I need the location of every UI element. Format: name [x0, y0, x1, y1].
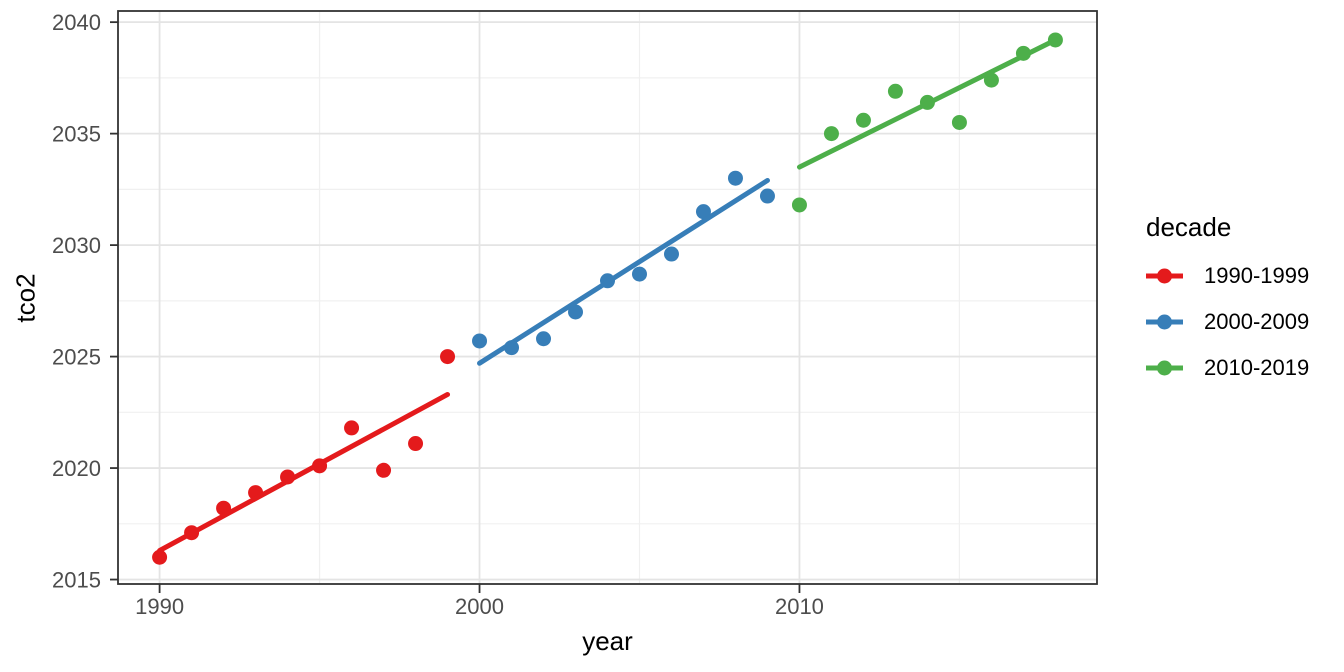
data-point: [344, 420, 360, 436]
y-axis-tick-label: 2025: [52, 345, 101, 370]
legend-label: 1990-1999: [1204, 263, 1310, 288]
data-point: [663, 246, 679, 262]
legend-item-2010-2019: 2010-2019: [1146, 355, 1310, 380]
x-axis-tick-label: 2000: [455, 594, 504, 619]
data-point: [727, 170, 743, 186]
data-point: [408, 436, 424, 452]
y-axis-title: tco2: [10, 273, 41, 323]
legend-key-line-dot-icon: [1146, 360, 1183, 376]
trend-line: [477, 177, 770, 366]
data-point: [823, 126, 839, 142]
y-axis-tick-label: 2030: [52, 233, 101, 258]
data-point: [440, 349, 456, 365]
legend: decade 1990-1999 2000-2009 2010-2019: [1146, 212, 1309, 403]
y-axis-tick-label: 2020: [52, 456, 101, 481]
data-point: [791, 197, 807, 213]
x-axis-tick-label: 2010: [775, 594, 824, 619]
legend-key-line-dot-icon: [1146, 268, 1183, 284]
y-axis-tick-label: 2015: [52, 568, 101, 593]
y-axis-tick-label: 2035: [52, 122, 101, 147]
data-point: [536, 331, 552, 347]
data-point: [152, 549, 168, 565]
y-axis-tick-label: 2040: [52, 10, 101, 35]
data-point: [887, 83, 903, 99]
trend-line: [796, 37, 1058, 170]
x-axis-tick-label: 1990: [135, 594, 184, 619]
data-point: [855, 112, 871, 128]
plot-panel: [118, 11, 1097, 584]
data-point: [472, 333, 488, 349]
legend-item-1990-1999: 1990-1999: [1146, 263, 1310, 288]
legend-title: decade: [1146, 212, 1232, 242]
data-point: [759, 188, 775, 204]
trend-line: [157, 391, 451, 554]
legend-label: 2010-2019: [1204, 355, 1310, 380]
data-point: [695, 204, 711, 220]
legend-label: 2000-2009: [1204, 309, 1310, 334]
legend-item-2000-2009: 2000-2009: [1146, 309, 1310, 334]
data-point: [631, 266, 647, 282]
data-point: [376, 462, 392, 478]
data-point: [951, 114, 967, 130]
legend-key-line-dot-icon: [1146, 314, 1183, 330]
data-point: [568, 304, 584, 320]
x-axis-title: year: [582, 626, 633, 656]
panel-border: [117, 10, 1098, 585]
